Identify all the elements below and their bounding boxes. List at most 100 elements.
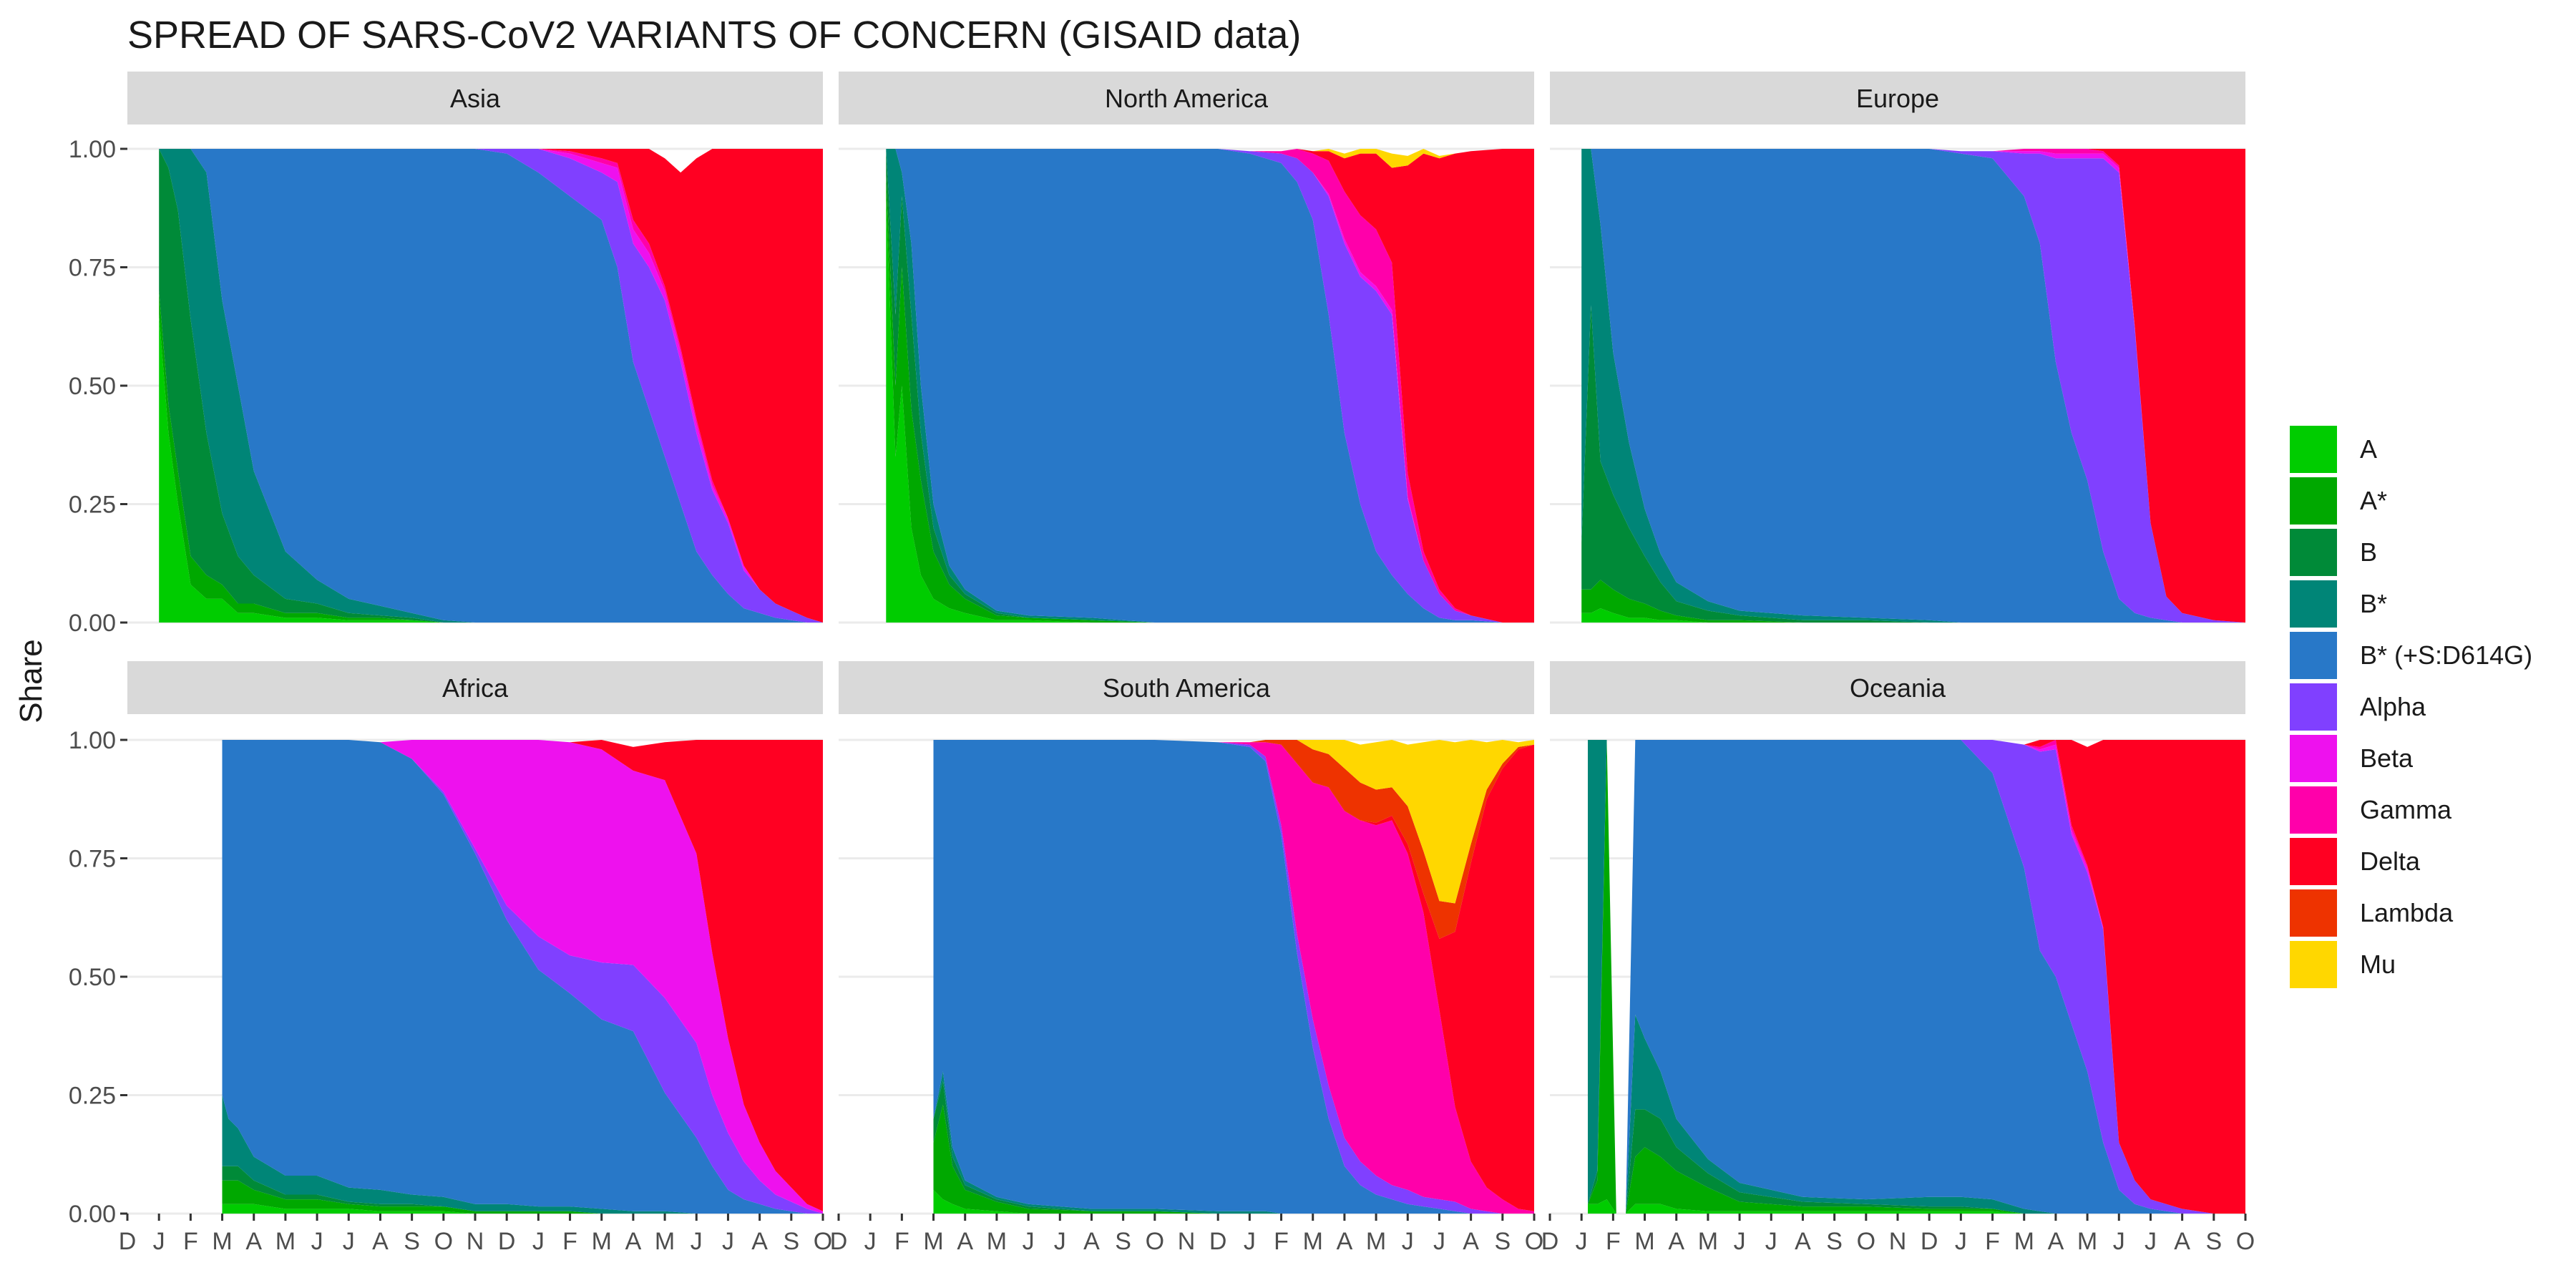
month-label: J [343, 1228, 355, 1255]
month-label: S [1494, 1228, 1511, 1255]
y-tick-label: 0.50 [69, 964, 116, 991]
month-label: S [1115, 1228, 1131, 1255]
month-label: J [722, 1228, 734, 1255]
area-mu [933, 740, 1534, 904]
month-label: S [1826, 1228, 1843, 1255]
month-label: M [1303, 1228, 1323, 1255]
month-label: F [1606, 1228, 1621, 1255]
month-label: O [1857, 1228, 1875, 1255]
legend-label: Lambda [2360, 898, 2454, 927]
month-label: J [1054, 1228, 1066, 1255]
legend-label: B [2360, 537, 2378, 567]
month-label: J [2113, 1228, 2125, 1255]
area-b-s-d614g [1581, 149, 2245, 623]
month-label: A [1083, 1228, 1100, 1255]
y-tick-label: 0.50 [69, 373, 116, 400]
area-a [1588, 1199, 2245, 1214]
legend-swatch [2290, 529, 2337, 576]
area-b [1581, 305, 2245, 623]
panel-title: South America [1103, 673, 1271, 703]
panel-title: Oceania [1850, 673, 1946, 703]
month-label: J [1576, 1228, 1588, 1255]
area-delta [1581, 149, 2245, 623]
month-label: J [1433, 1228, 1445, 1255]
y-tick-label: 0.00 [69, 1201, 116, 1228]
area-mu [886, 149, 1534, 168]
month-label: M [1366, 1228, 1386, 1255]
y-tick-label: 1.00 [69, 727, 116, 754]
month-label: O [814, 1228, 832, 1255]
legend-item-alpha: Alpha [2290, 681, 2532, 733]
legend-item-a: A* [2290, 475, 2532, 527]
month-label: A [625, 1228, 642, 1255]
month-label: N [1178, 1228, 1196, 1255]
month-label: D [1921, 1228, 1938, 1255]
area-gamma [159, 149, 823, 623]
month-label: M [592, 1228, 612, 1255]
panel-title: Africa [442, 673, 509, 703]
y-tick-label: 0.75 [69, 255, 116, 282]
area-delta [1588, 740, 2245, 1214]
legend-label: Alpha [2360, 692, 2426, 721]
month-label: M [212, 1228, 232, 1255]
legend-label: Mu [2360, 950, 2396, 979]
month-label: J [1023, 1228, 1035, 1255]
y-axis-title: Share [14, 639, 49, 723]
month-label: A [1668, 1228, 1684, 1255]
month-label: S [783, 1228, 799, 1255]
panel-strip [839, 72, 1534, 125]
month-label: A [1795, 1228, 1811, 1255]
legend-label: A* [2360, 486, 2388, 515]
legend-swatch [2290, 838, 2337, 885]
area-delta [933, 740, 1534, 1211]
area-b-s-d614g [222, 740, 823, 1214]
chart-title: SPREAD OF SARS-CoV2 VARIANTS OF CONCERN … [127, 14, 1302, 57]
panel-title: Europe [1856, 84, 1939, 113]
panel-strip [839, 661, 1534, 714]
month-label: D [119, 1228, 137, 1255]
month-label: J [864, 1228, 877, 1255]
legend-swatch [2290, 735, 2337, 782]
legend-item-lambda: Lambda [2290, 887, 2532, 939]
month-label: A [372, 1228, 389, 1255]
month-label: D [830, 1228, 848, 1255]
month-label: O [2236, 1228, 2255, 1255]
legend-item-mu: Mu [2290, 939, 2532, 990]
panel-europe: Europe [1550, 72, 2245, 624]
month-label: J [691, 1228, 703, 1255]
month-label: J [153, 1228, 165, 1255]
area-a [1581, 608, 2245, 623]
month-label: A [245, 1228, 262, 1255]
area-gamma [933, 740, 1534, 1214]
month-label: N [1889, 1228, 1907, 1255]
month-label: M [987, 1228, 1007, 1255]
legend-swatch [2290, 889, 2337, 937]
month-label: A [1463, 1228, 1479, 1255]
month-label: A [2174, 1228, 2190, 1255]
legend-label: B* [2360, 589, 2388, 618]
area-a [933, 1104, 1534, 1214]
area-a [933, 1189, 1534, 1214]
y-tick-label: 0.25 [69, 1083, 116, 1110]
month-label: O [434, 1228, 453, 1255]
month-label: O [1525, 1228, 1543, 1255]
month-label: A [957, 1228, 973, 1255]
month-label: J [1402, 1228, 1414, 1255]
area-alpha [1581, 149, 2245, 623]
month-label: J [311, 1228, 323, 1255]
y-tick-label: 1.00 [69, 136, 116, 163]
panel-strip [127, 661, 823, 714]
area-a [222, 1204, 823, 1214]
legend-label: B* (+S:D614G) [2360, 640, 2533, 670]
panel-asia: Asia 0.00 0.25 0.50 0.75 1.00 [69, 72, 823, 637]
legend-item-delta: Delta [2290, 836, 2532, 887]
legend: A A* B B* B* (+S:D614G) Alpha Beta Gamma Delta La… [2290, 424, 2532, 990]
legend-label: Gamma [2360, 795, 2452, 824]
panel-title: North America [1105, 84, 1269, 113]
area-b [933, 1080, 1534, 1214]
area-b-s-d614g [1588, 740, 2245, 1214]
